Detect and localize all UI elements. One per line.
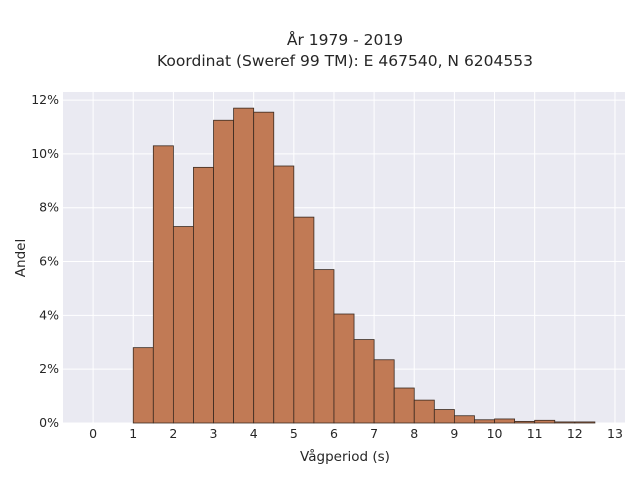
histogram-bar [132,347,154,424]
histogram-bar [373,359,395,424]
y-tick-labels: 0% 2% 4% 6% 8% 10% 12% [31,92,59,430]
histogram-bar [333,313,355,424]
histogram-bar [353,339,375,424]
histogram-bar [433,409,455,424]
histogram-bar [253,111,275,424]
y-tick-label: 6% [39,254,59,269]
x-tick-label: 1 [129,426,137,441]
histogram-bar [534,419,556,424]
x-tick-label: 2 [169,426,177,441]
histogram-bar [574,421,596,424]
x-tick-label: 8 [410,426,418,441]
bars [132,107,596,424]
x-axis-label: Vågperiod (s) [300,448,390,465]
histogram-bar [453,415,475,424]
x-tick-label: 0 [89,426,97,441]
y-axis-label: Andel [13,239,29,277]
histogram-bar [293,216,315,424]
histogram-bar [193,166,214,424]
y-tick-label: 10% [31,146,59,161]
x-tick-label: 3 [210,426,218,441]
x-tick-label: 4 [250,426,258,441]
histogram-bar [494,418,516,424]
x-tick-label: 12 [567,426,583,441]
x-tick-label: 5 [290,426,298,441]
histogram-bar [172,226,194,424]
chart-title-line1: År 1979 - 2019 [287,30,403,49]
x-tick-label: 10 [487,426,503,441]
x-tick-label: 9 [450,426,458,441]
x-tick-labels: 0 1 2 3 4 5 6 7 8 9 10 11 12 13 [89,426,623,441]
x-tick-label: 7 [370,426,378,441]
histogram-bar [393,387,415,424]
x-tick-label: 6 [330,426,338,441]
histogram-bar [413,399,435,424]
histogram-bar [233,107,255,424]
y-tick-label: 8% [39,200,59,215]
histogram-bar [273,165,295,424]
chart-title-line2: Koordinat (Sweref 99 TM): E 467540, N 62… [157,52,533,70]
y-tick-label: 2% [39,361,59,376]
histogram-bar [152,145,174,424]
y-tick-label: 0% [39,415,59,430]
histogram-bar [514,420,536,424]
x-tick-label: 13 [607,426,623,441]
y-tick-label: 4% [39,307,59,322]
histogram-bar [554,421,576,424]
x-tick-label: 11 [527,426,543,441]
histogram-bar [313,269,335,424]
histogram-bar [474,419,495,424]
histogram-bar [213,119,235,424]
y-tick-label: 12% [31,92,59,107]
